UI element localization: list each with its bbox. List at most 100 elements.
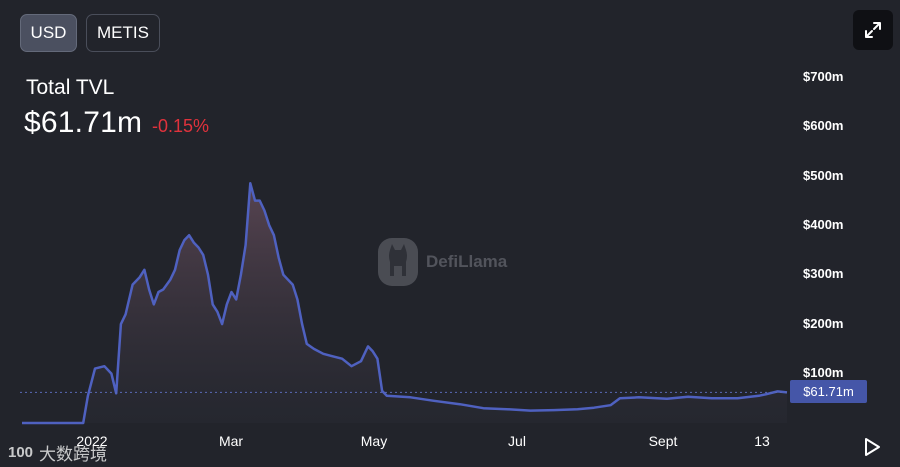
tvl-data-point <box>103 365 105 367</box>
tvl-data-point <box>360 360 362 362</box>
x-tick-label: Mar <box>218 433 244 449</box>
defillama-watermark: DefiLlama <box>376 236 507 288</box>
tvl-data-point <box>306 343 308 345</box>
tvl-data-point <box>132 284 134 286</box>
tvl-data-point <box>619 397 621 399</box>
tvl-data-point <box>216 311 218 313</box>
y-tick-label: $200m <box>803 316 844 331</box>
tvl-data-point <box>367 345 369 347</box>
chart-title: Total TVL <box>26 76 115 99</box>
tvl-data-point <box>376 358 378 360</box>
y-tick-label: $300m <box>803 266 844 281</box>
tvl-data-point <box>249 182 251 184</box>
current-tvl-value: $61.71m <box>24 106 143 139</box>
tvl-data-point <box>143 269 145 271</box>
tvl-data-point <box>273 234 275 236</box>
tvl-data-point <box>125 313 127 315</box>
tvl-data-point <box>372 350 374 352</box>
tvl-data-point <box>282 274 284 276</box>
tvl-data-point <box>332 355 334 357</box>
tvl-data-point <box>351 365 353 367</box>
usd-toggle-button[interactable]: USD <box>20 14 77 52</box>
tvl-data-point <box>183 239 185 241</box>
tvl-data-point <box>245 244 247 246</box>
expand-icon <box>865 22 881 38</box>
tvl-data-point <box>120 323 122 325</box>
brand-logo: 100 <box>8 444 34 461</box>
tvl-data-point <box>198 247 200 249</box>
tvl-data-point <box>193 242 195 244</box>
brand-text: 大数跨境 <box>39 445 108 464</box>
tvl-data-point <box>94 368 96 370</box>
tvl-data-point <box>322 353 324 355</box>
tvl-data-point <box>687 396 689 398</box>
tvl-data-point <box>593 407 595 409</box>
tvl-data-point <box>553 409 555 411</box>
x-tick-label: Jul <box>508 433 526 449</box>
tvl-series-line <box>22 182 788 425</box>
expand-button[interactable] <box>853 10 893 50</box>
tvl-data-point <box>666 398 668 400</box>
tvl-data-point <box>174 269 176 271</box>
tvl-data-point <box>433 400 435 402</box>
tvl-data-point <box>226 303 228 305</box>
tvl-data-point <box>231 291 233 293</box>
tvl-data-point <box>386 395 388 397</box>
tvl-data-point <box>235 298 237 300</box>
tvl-data-point <box>459 403 461 405</box>
x-tick-label: May <box>360 433 388 449</box>
llama-logo-icon <box>378 238 418 286</box>
tvl-data-point <box>638 396 640 398</box>
tvl-change-percent: -0.15% <box>152 116 210 136</box>
x-tick-label: 2022 <box>76 433 108 449</box>
tvl-data-point <box>610 404 612 406</box>
tvl-area-fill <box>22 183 787 423</box>
y-tick-label: $100m <box>803 365 844 380</box>
tvl-data-point <box>381 390 383 392</box>
y-tick-label: $600m <box>803 118 844 133</box>
tvl-data-point <box>409 396 411 398</box>
tvl-data-point <box>278 256 280 258</box>
tvl-data-point <box>139 276 141 278</box>
tvl-data-point <box>202 254 204 256</box>
tvl-data-point <box>21 422 23 424</box>
tvl-data-point <box>287 279 289 281</box>
tvl-data-point <box>711 397 713 399</box>
tvl-data-point <box>110 373 112 375</box>
tvl-data-point <box>240 274 242 276</box>
tvl-data-point <box>82 422 84 424</box>
tvl-data-point <box>296 298 298 300</box>
tvl-data-point <box>221 323 223 325</box>
y-tick-label: $700m <box>803 69 844 84</box>
watermark-text: DefiLlama <box>426 252 508 271</box>
metis-toggle-button[interactable]: METIS <box>86 14 160 52</box>
tvl-data-point <box>188 234 190 236</box>
tvl-data-point <box>153 303 155 305</box>
tvl-data-point <box>292 284 294 286</box>
tvl-data-point <box>87 395 89 397</box>
brand-watermark: 100 大数跨境 <box>8 440 107 465</box>
tvl-data-point <box>341 358 343 360</box>
current-value-badge: $61.71m <box>790 380 867 403</box>
tvl-data-point <box>169 279 171 281</box>
tvl-data-point <box>758 395 760 397</box>
tvl-data-point <box>313 348 315 350</box>
tvl-data-point <box>207 274 209 276</box>
tvl-data-point <box>482 407 484 409</box>
tvl-data-point <box>158 291 160 293</box>
play-button[interactable] <box>862 436 882 458</box>
y-tick-label: $500m <box>803 168 844 183</box>
tvl-data-point <box>737 397 739 399</box>
tvl-data-point <box>268 224 270 226</box>
tvl-data-point <box>263 210 265 212</box>
tvl-data-point <box>301 323 303 325</box>
tvl-data-point <box>179 249 181 251</box>
tvl-data-point <box>212 303 214 305</box>
y-tick-label: $400m <box>803 217 844 232</box>
play-icon <box>865 438 880 456</box>
x-tick-label: 13 <box>754 433 770 449</box>
x-tick-label: Sept <box>648 433 678 449</box>
tvl-data-point <box>577 408 579 410</box>
